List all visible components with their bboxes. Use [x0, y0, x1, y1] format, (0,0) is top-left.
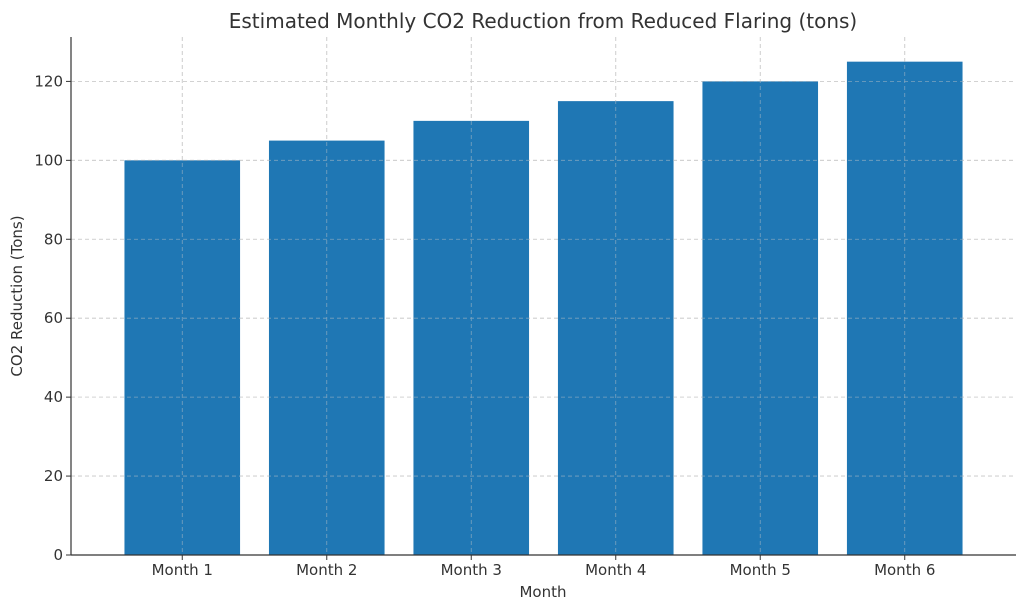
x-tick-label: Month 2: [296, 561, 357, 579]
y-tick-label: 80: [44, 230, 63, 248]
x-tick-label: Month 5: [730, 561, 791, 579]
x-tick-label: Month 1: [152, 561, 213, 579]
y-tick-label: 0: [53, 546, 63, 564]
chart-title: Estimated Monthly CO2 Reduction from Red…: [229, 9, 858, 33]
y-tick-label: 40: [44, 388, 63, 406]
x-tick-label: Month 4: [585, 561, 646, 579]
x-tick-label: Month 3: [441, 561, 502, 579]
axes-layer: [70, 37, 1016, 556]
y-tick-label: 120: [34, 72, 63, 90]
y-tick-label: 60: [44, 309, 63, 327]
y-tick-label: 20: [44, 467, 63, 485]
y-tick-label: 100: [34, 151, 63, 169]
x-tick-label: Month 6: [874, 561, 935, 579]
ticks-layer: 0 20 40 60 80 100 120 Month 1 Month 2 Month 3 Mont…: [34, 72, 935, 579]
y-axis-label: CO2 Reduction (Tons): [8, 215, 26, 376]
x-axis-label: Month: [519, 583, 566, 601]
bars-layer: [124, 61, 963, 556]
